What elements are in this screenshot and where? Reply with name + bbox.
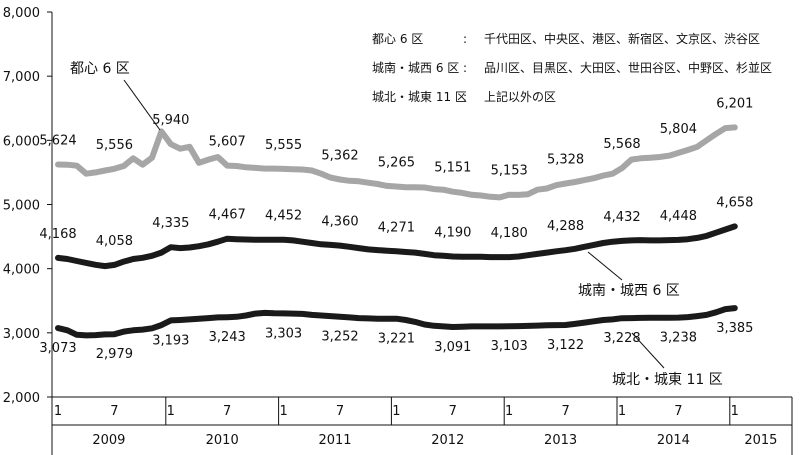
- data-label: 4,271: [378, 220, 415, 235]
- legend-desc-0: 千代田区、中央区、港区、新宿区、文京区、渋谷区: [484, 31, 760, 46]
- data-label: 6,201: [716, 96, 753, 111]
- data-label: 4,360: [321, 215, 358, 230]
- series-line-2: [55, 305, 738, 339]
- leader-line-north-east: [631, 332, 665, 369]
- y-tick-label: 3,000: [3, 327, 40, 342]
- data-label: 3,103: [491, 339, 528, 354]
- x-year-label: 2015: [744, 433, 777, 448]
- data-label: 4,190: [434, 225, 471, 240]
- series-line-0: [55, 124, 738, 201]
- series-label-tokyo-central: 都心 6 区: [70, 61, 130, 77]
- data-label: 4,432: [603, 210, 640, 225]
- legend-desc-1: 品川区、目黒区、大田区、世田谷区、中野区、杉並区: [484, 60, 772, 75]
- data-label: 5,153: [491, 164, 528, 179]
- y-tick-label: 6,000: [3, 134, 40, 149]
- data-label: 3,243: [209, 330, 246, 345]
- data-label: 5,607: [209, 135, 246, 150]
- data-label: 3,073: [39, 341, 76, 356]
- data-label: 5,624: [39, 133, 76, 148]
- axes: 2,000 3,000 4,000 5,000 6,000 7,000 8,000 1 7 1 7 1…: [3, 6, 793, 455]
- series-label-north-east: 城北・城東 11 区: [612, 372, 723, 388]
- x-tick-label: 7: [110, 404, 118, 419]
- data-label: 5,151: [434, 161, 471, 176]
- x-tick-label: 1: [54, 404, 62, 419]
- data-label: 4,467: [209, 208, 246, 223]
- x-tick-label: 7: [449, 404, 457, 419]
- x-year-label: 2009: [92, 433, 125, 448]
- x-year-label: 2010: [206, 433, 239, 448]
- data-label: 3,091: [434, 340, 471, 355]
- series-annotations: 都心 6 区 城南・城西 6 区 城北・城東 11 区: [70, 61, 723, 388]
- data-label: 4,658: [716, 195, 753, 210]
- legend-colon-1: :: [463, 61, 467, 75]
- data-label: 3,193: [152, 333, 189, 348]
- data-label: 4,168: [39, 227, 76, 242]
- data-labels: 5,624 5,556 5,940 5,607 5,555 5,362 5,265 5,151…: [39, 96, 753, 362]
- data-label: 4,058: [96, 234, 133, 249]
- y-tick-label: 5,000: [3, 199, 40, 214]
- data-label: 3,221: [378, 332, 415, 347]
- legend: 都心 6 区 : 千代田区、中央区、港区、新宿区、文京区、渋谷区 城南・城西 6…: [372, 31, 772, 104]
- legend-name-2: 城北・城東 11 区: [372, 90, 467, 104]
- x-tick-label: 1: [392, 404, 400, 419]
- data-label: 3,385: [716, 321, 753, 336]
- legend-name-1: 城南・城西 6 区: [372, 60, 459, 75]
- x-tick-label: 1: [279, 404, 287, 419]
- y-tick-label: 2,000: [3, 391, 40, 406]
- x-tick-label: 7: [674, 404, 682, 419]
- legend-colon-0: :: [463, 32, 467, 46]
- data-label: 5,556: [96, 138, 133, 153]
- data-label: 4,288: [547, 219, 584, 234]
- data-label: 3,122: [547, 338, 584, 353]
- leader-line-tokyo-central: [123, 79, 161, 131]
- data-label: 3,252: [321, 330, 358, 345]
- legend-name-0: 都心 6 区: [372, 32, 423, 46]
- series-lines: [55, 124, 738, 339]
- x-tick-label: 7: [561, 404, 569, 419]
- data-label: 5,940: [152, 113, 189, 128]
- data-label: 4,448: [660, 209, 697, 224]
- series-label-south-west: 城南・城西 6 区: [578, 283, 680, 299]
- legend-desc-2: 上記以外の区: [484, 89, 556, 104]
- x-tick-label: 7: [223, 404, 231, 419]
- data-label: 5,804: [660, 122, 697, 137]
- data-label: 3,303: [265, 326, 302, 341]
- legend-colon-2: :: [463, 90, 467, 104]
- x-tick-label: 1: [505, 404, 513, 419]
- leader-line-south-west: [587, 251, 623, 281]
- x-year-label: 2011: [318, 433, 351, 448]
- data-label: 4,452: [265, 209, 302, 224]
- series-line-1: [55, 223, 738, 270]
- data-label: 4,180: [491, 226, 528, 241]
- data-label: 5,328: [547, 152, 584, 167]
- y-tick-label: 4,000: [3, 263, 40, 278]
- data-label: 5,265: [378, 156, 415, 171]
- data-label: 5,555: [265, 138, 302, 153]
- x-year-label: 2014: [657, 433, 690, 448]
- data-label: 5,362: [321, 148, 358, 163]
- data-label: 2,979: [96, 347, 133, 362]
- data-label: 3,238: [660, 331, 697, 346]
- x-year-label: 2013: [544, 433, 577, 448]
- x-tick-label: 1: [618, 404, 626, 419]
- x-year-label: 2012: [431, 433, 464, 448]
- x-tick-label: 1: [731, 404, 739, 419]
- data-label: 4,335: [152, 216, 189, 231]
- y-tick-label: 7,000: [3, 70, 40, 85]
- data-label: 3,228: [603, 331, 640, 346]
- x-tick-label: 7: [336, 404, 344, 419]
- x-tick-label: 1: [167, 404, 175, 419]
- y-tick-label: 8,000: [3, 6, 40, 21]
- data-label: 5,568: [603, 137, 640, 152]
